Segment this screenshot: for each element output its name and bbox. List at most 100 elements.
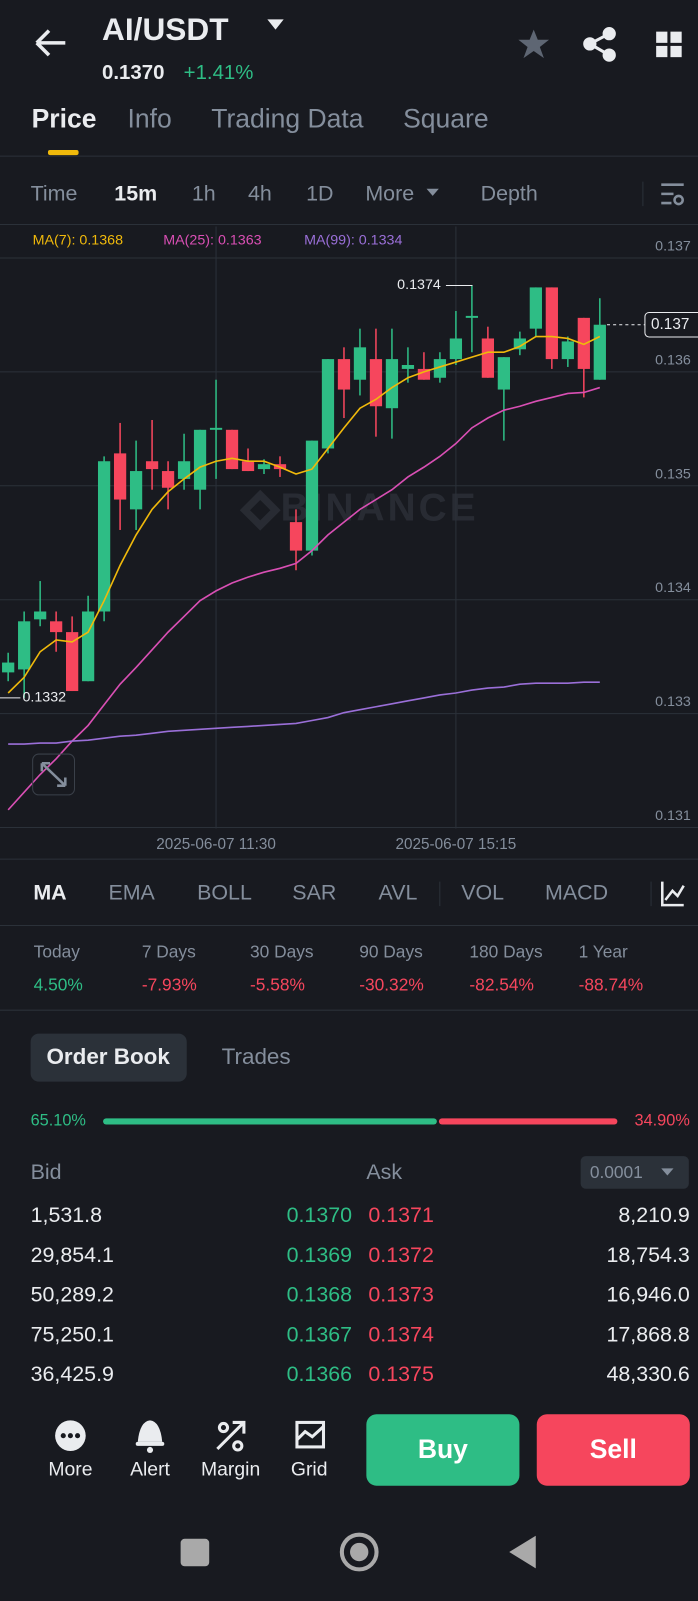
ask-ratio-bar <box>438 1118 618 1125</box>
interval[interactable]: 1D <box>306 182 333 206</box>
favorite-icon[interactable] <box>518 29 550 59</box>
candle-body <box>193 429 207 490</box>
ask-header: Ask <box>366 1160 402 1184</box>
nav-home[interactable] <box>339 1532 379 1572</box>
order-book-tab[interactable]: Order Book <box>46 1044 170 1069</box>
candle-body <box>401 364 415 369</box>
candle-body <box>34 611 47 620</box>
action-label[interactable]: Alert <box>130 1459 170 1481</box>
alert-icon[interactable] <box>135 1420 165 1454</box>
back-button[interactable] <box>35 29 66 57</box>
performance-value: -7.93% <box>142 974 197 994</box>
sell-label[interactable]: Sell <box>590 1434 637 1464</box>
ask-quantity: 8,210.9 <box>618 1203 689 1227</box>
performance-label: Today <box>34 942 81 962</box>
indicator-tab[interactable]: MA <box>33 881 66 905</box>
last-price-box <box>644 311 698 338</box>
sell-button[interactable] <box>536 1414 690 1486</box>
ask-quantity: 48,330.6 <box>607 1362 690 1386</box>
nav-recents[interactable] <box>180 1538 210 1567</box>
action-label[interactable]: Grid <box>291 1459 328 1481</box>
interval[interactable]: 4h <box>248 182 272 206</box>
candle-body <box>145 461 159 470</box>
candle-body <box>66 632 79 692</box>
performance-label: 180 Days <box>469 942 543 962</box>
candle-body <box>513 338 526 350</box>
candle-body <box>50 621 63 633</box>
legend-entry: MA(25): 0.1363 <box>163 233 261 249</box>
candle-body <box>369 359 383 407</box>
indicator-tab[interactable]: BOLL <box>197 881 252 905</box>
more-caret <box>426 188 439 196</box>
share-icon[interactable] <box>583 27 616 62</box>
tab[interactable]: Info <box>128 103 172 133</box>
interval[interactable]: Depth <box>481 182 538 206</box>
bid-quantity: 36,425.9 <box>31 1362 114 1386</box>
indicator-tab[interactable]: MACD <box>545 881 608 905</box>
bid-ratio-bar <box>103 1118 437 1125</box>
ask-quantity: 18,754.3 <box>607 1243 690 1267</box>
more-icon[interactable] <box>55 1420 86 1452</box>
trades-tab[interactable]: Trades <box>222 1044 291 1069</box>
last-price-tag: 0.137 <box>651 316 689 333</box>
tab[interactable]: Trading Data <box>211 103 364 133</box>
buy-label[interactable]: Buy <box>418 1434 468 1464</box>
indicator-tab[interactable]: VOL <box>461 881 504 905</box>
bid-quantity: 29,854.1 <box>31 1243 114 1267</box>
expand-button[interactable] <box>32 753 76 796</box>
performance-value: -30.32% <box>359 974 424 994</box>
tab[interactable]: Square <box>403 103 489 133</box>
indicator-tab[interactable]: AVL <box>379 881 418 905</box>
bid-price: 0.1369 <box>287 1243 352 1267</box>
indicator-tab[interactable]: EMA <box>108 881 155 905</box>
precision-select[interactable] <box>580 1156 689 1189</box>
ask-quantity: 16,946.0 <box>607 1283 690 1307</box>
interval[interactable]: 15m <box>114 182 157 206</box>
bid-price: 0.1367 <box>287 1322 352 1346</box>
candle-body <box>97 461 111 612</box>
order-book-tab-bg[interactable] <box>30 1033 187 1082</box>
candle-body <box>385 359 399 409</box>
tab[interactable]: Price <box>32 103 97 133</box>
interval[interactable]: More <box>365 182 414 206</box>
legend-entry: MA(99): 0.1334 <box>304 233 402 249</box>
bid-quantity: 75,250.1 <box>31 1322 114 1346</box>
margin-icon[interactable] <box>216 1420 246 1452</box>
candle-body <box>161 471 175 488</box>
price-change: +1.41% <box>184 62 254 84</box>
y-tick-label: 0.136 <box>655 352 691 368</box>
interval[interactable]: Time <box>31 182 78 206</box>
bid-header: Bid <box>31 1160 62 1184</box>
candle-body <box>2 662 15 673</box>
ma-line <box>7 386 601 811</box>
action-label[interactable]: Margin <box>201 1459 260 1481</box>
candle-body <box>433 359 447 378</box>
candle-body <box>561 341 574 360</box>
performance-label: 30 Days <box>250 942 314 962</box>
ask-price: 0.1375 <box>368 1362 433 1386</box>
grid-icon[interactable] <box>295 1420 326 1449</box>
performance-value: -5.58% <box>250 974 305 994</box>
candle-body <box>305 440 319 551</box>
candle-body <box>241 461 255 472</box>
indicator-tab[interactable]: SAR <box>292 881 336 905</box>
indicator-icon[interactable] <box>661 881 685 907</box>
tab-underline <box>47 149 79 156</box>
x-tick-label: 2025-06-07 15:15 <box>396 836 517 853</box>
candle-body <box>113 453 127 500</box>
buy-button[interactable] <box>366 1414 520 1486</box>
action-label[interactable]: More <box>48 1459 92 1481</box>
pair-dropdown[interactable] <box>267 19 284 30</box>
ask-price: 0.1374 <box>368 1322 434 1346</box>
nav-back[interactable] <box>509 1535 536 1569</box>
ma-line <box>8 681 600 745</box>
interval[interactable]: 1h <box>192 182 216 206</box>
menu-icon[interactable] <box>656 31 682 58</box>
y-tick-label: 0.131 <box>655 808 691 824</box>
candle-body <box>529 287 542 329</box>
annotation-label: 0.1374 <box>397 277 441 293</box>
watermark-logo <box>239 489 281 531</box>
chart-settings-icon[interactable] <box>661 183 684 206</box>
